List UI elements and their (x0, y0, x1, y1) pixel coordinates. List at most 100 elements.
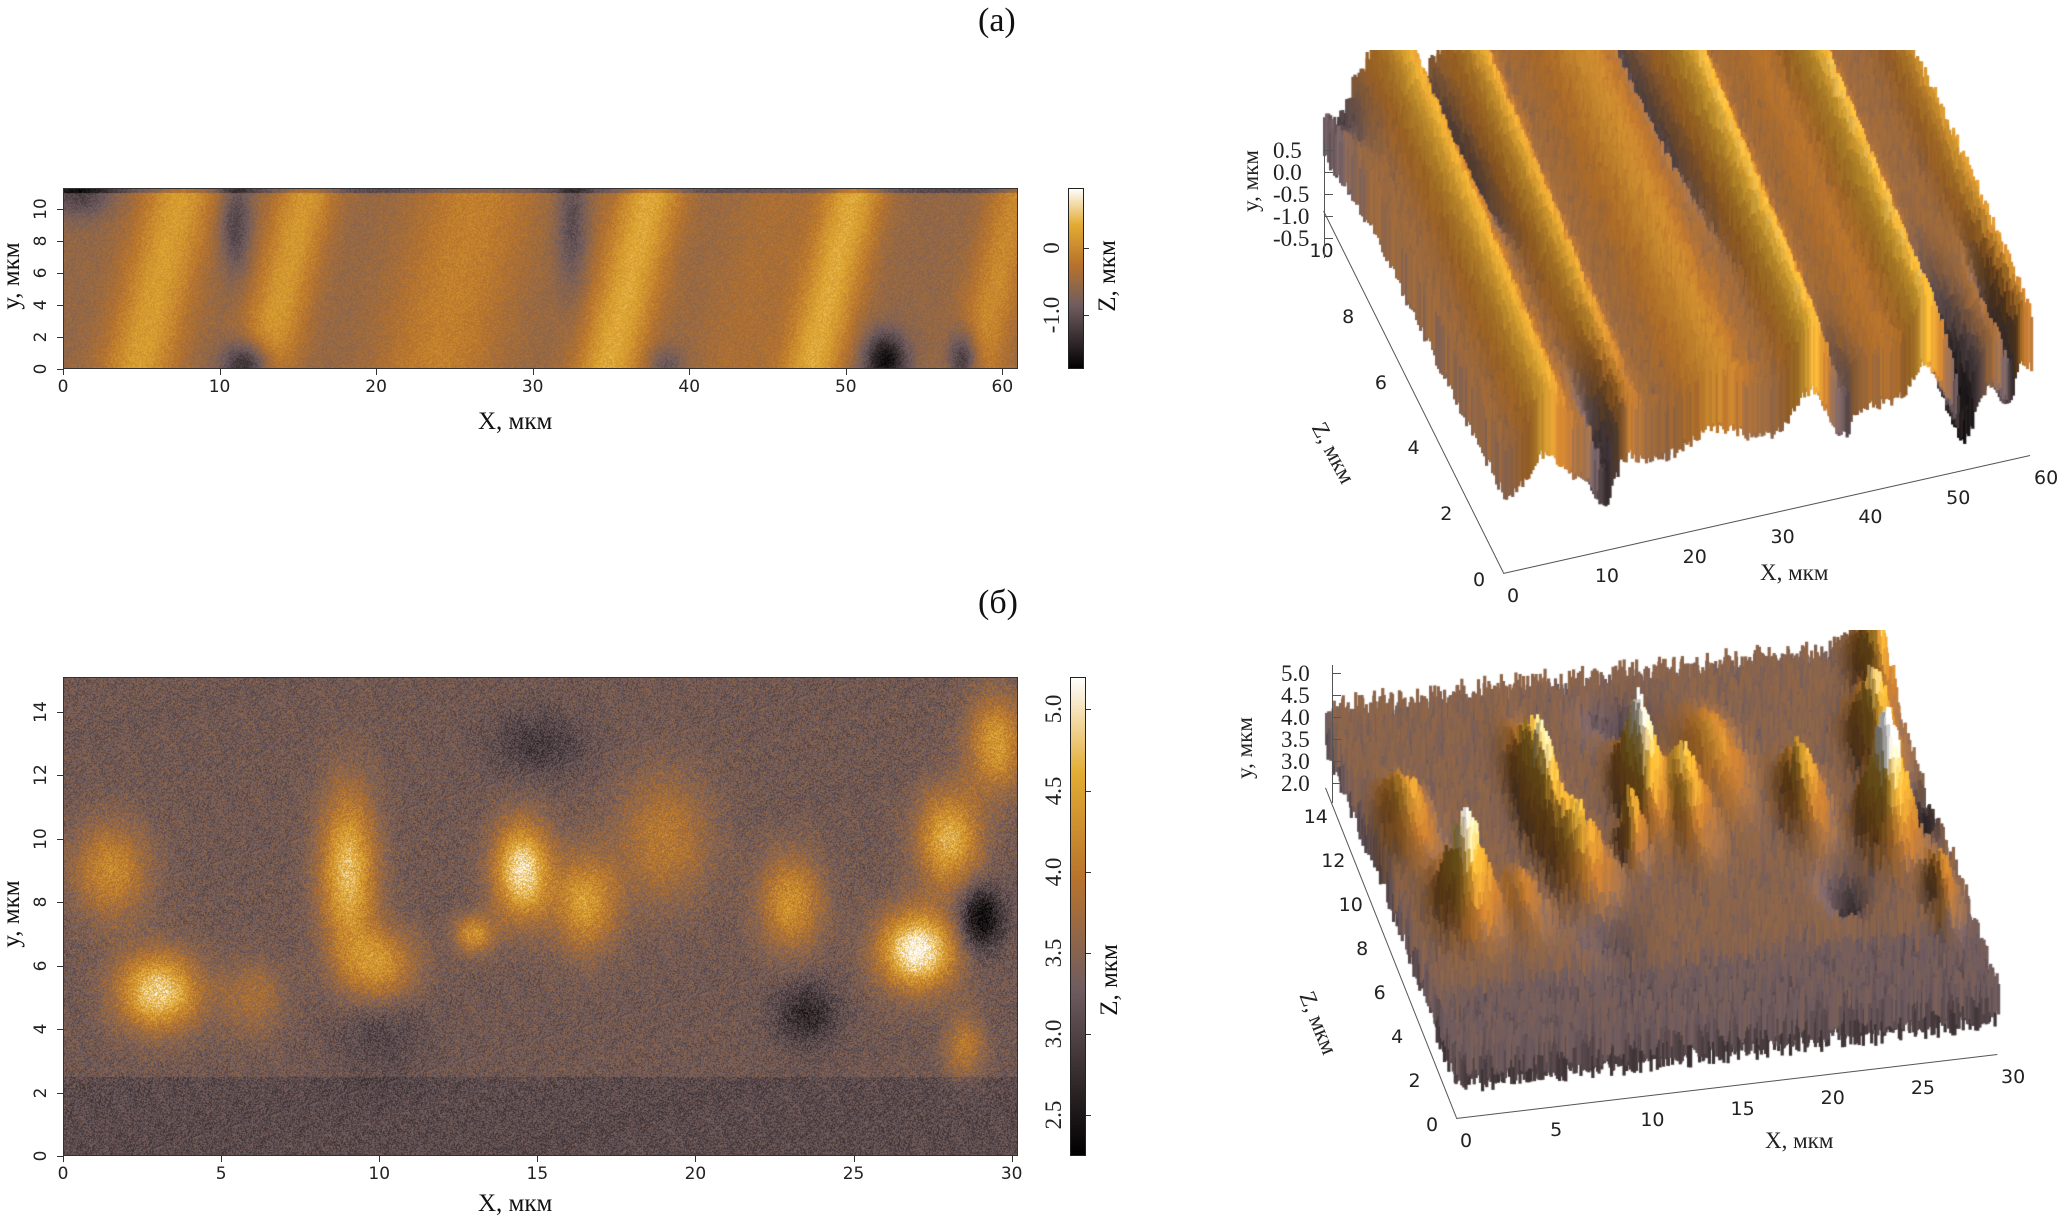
colorbar-b-label: Z, мкм (1096, 944, 1123, 1016)
surface-b-depth-tick-label: 2 (1408, 1070, 1421, 1092)
surface-b-depth-tick-label: 0 (1426, 1114, 1439, 1136)
surface-a-xtick-label: 10 (1594, 565, 1620, 588)
surface-b-depth-tick-label: 8 (1356, 938, 1369, 960)
heatmap-b-image (63, 677, 1018, 1156)
colorbar-a-tick-mark (1084, 248, 1089, 250)
surface-b-vtick-label: 4.5 (1281, 683, 1310, 708)
surface-a-xtick-label: 20 (1682, 545, 1707, 568)
heatmap-a-xtick-label: 0 (57, 377, 69, 397)
heatmap-a-xtick-mark (689, 369, 691, 375)
heatmap-a-ytick-mark (57, 208, 63, 210)
heatmap-b-ytick-mark (57, 775, 63, 777)
surface-b-depth-tick-label: 12 (1321, 850, 1346, 872)
surface-b-depth-tick-label: 6 (1373, 982, 1386, 1004)
heatmap-b-xtick-mark (63, 1156, 64, 1162)
heatmap-a-ytick-mark (57, 240, 63, 242)
surface-a-depth-tick-label: 8 (1342, 305, 1355, 328)
heatmap-a-ylabel: y, мкм (0, 242, 25, 310)
surface-a-vtick-mark (1325, 194, 1333, 195)
colorbar-a-label: Z, мкм (1094, 240, 1121, 312)
heatmap-b-ylabel: y, мкм (0, 880, 25, 948)
surface-a-xtick-label: 50 (1946, 486, 1971, 509)
heatmap-a-ytick-mark (57, 369, 63, 370)
surface-a-depth-tick-label: 4 (1407, 437, 1420, 460)
colorbar-b-tick-mark (1086, 1115, 1091, 1117)
heatmap-a-ytick-label: 0 (31, 363, 51, 375)
heatmap-b-ytick-label: 8 (31, 896, 51, 908)
heatmap-b-xtick-label: 0 (57, 1164, 69, 1184)
heatmap-b-ytick-mark (57, 902, 63, 904)
colorbar-b-tick-label: 3.0 (1041, 1019, 1066, 1049)
heatmap-b-ytick-label: 10 (31, 827, 51, 850)
surface-a-depth-tick-label: 10 (1309, 239, 1334, 262)
panel-label-b: (б) (978, 584, 1018, 621)
colorbar-b-tick-label: 4.0 (1041, 857, 1066, 887)
colorbar-b (1071, 677, 1085, 1156)
colorbar-a-tick-mark (1084, 315, 1089, 317)
heatmap-b-xtick-label: 25 (842, 1164, 865, 1184)
heatmap-b-ytick-mark (57, 711, 63, 713)
surface-b-xtick-label: 15 (1730, 1098, 1755, 1120)
heatmap-b-xtick-mark (1011, 1156, 1013, 1162)
heatmap-b-xlabel: X, мкм (478, 1190, 553, 1217)
colorbar-b-tick-mark (1086, 709, 1091, 711)
surface-a-xtick-label: 60 (2034, 467, 2059, 489)
surface-b-xtick-label: 20 (1820, 1087, 1845, 1110)
surface-b-vtick-mark (1333, 673, 1341, 674)
heatmap-b-ytick-label: 6 (31, 960, 51, 972)
surface-b-vtick-mark (1333, 739, 1341, 740)
heatmap-a-frame (63, 188, 1018, 369)
surface-b-vtick-mark (1333, 695, 1341, 696)
colorbar-a-frame (1068, 188, 1084, 369)
colorbar-b-tick-mark (1086, 1034, 1091, 1036)
colorbar-b-tick-mark (1086, 953, 1091, 955)
heatmap-a-xtick-label: 30 (521, 377, 544, 397)
surface-a-vtick-mark (1325, 150, 1333, 151)
heatmap-b-ytick-label: 12 (31, 764, 51, 787)
surface-a-xlabel: X, мкм (1760, 560, 1829, 585)
heatmap-b-ytick-mark (57, 965, 63, 967)
surface-a-vtick-mark (1325, 216, 1333, 217)
colorbar-b-tick-mark (1086, 871, 1091, 873)
surface-b-3d (1300, 630, 2060, 1190)
heatmap-a-xtick-mark (219, 369, 221, 375)
heatmap-a-xtick-label: 50 (834, 377, 857, 397)
surface-a-vlabel: y, мкм (1238, 150, 1263, 212)
heatmap-b-ytick-mark (57, 1092, 63, 1094)
heatmap-a-ytick-label: 8 (31, 235, 51, 247)
surface-a-depth-tick-label: 6 (1374, 371, 1387, 394)
surface-b-vtick-mark (1333, 717, 1341, 718)
surface-a-vtick-label: -0.5 (1273, 182, 1310, 207)
colorbar-a-tick-label: -1.0 (1039, 297, 1064, 334)
heatmap-b-xtick-label: 5 (215, 1164, 227, 1184)
surface-a-vtick-label: 0.5 (1273, 138, 1302, 163)
colorbar-b-tick-label: 3.5 (1041, 938, 1066, 968)
heatmap-a-ytick-label: 2 (31, 331, 51, 343)
surface-b-xtick-label: 0 (1460, 1130, 1473, 1152)
surface-a-depth-tick-label: 2 (1440, 503, 1453, 526)
surface-b-xtick-label: 5 (1550, 1119, 1563, 1142)
colorbar-a (1069, 188, 1083, 369)
surface-b-vtick-label: 2.0 (1281, 771, 1310, 796)
surface-b-xlabel: X, мкм (1765, 1128, 1834, 1153)
panel-label-a: (а) (978, 2, 1016, 39)
heatmap-a-xlabel: X, мкм (478, 408, 553, 435)
surface-a-depth-tick-label: 0 (1473, 569, 1486, 591)
surface-a-3d (1300, 50, 2060, 610)
heatmap-a-xtick-mark (1002, 369, 1004, 375)
heatmap-b-xtick-mark (537, 1156, 539, 1162)
heatmap-a-xtick-label: 40 (678, 377, 701, 397)
heatmap-a-ytick-label: 4 (31, 299, 51, 311)
colorbar-b-frame (1070, 677, 1086, 1156)
surface-b-vlabel: y, мкм (1232, 717, 1257, 779)
heatmap-a-xtick-label: 10 (208, 377, 231, 397)
surface-b-xtick-label: 10 (1640, 1108, 1665, 1131)
heatmap-a-ytick-mark (57, 336, 63, 338)
colorbar-b-tick-mark (1086, 790, 1091, 792)
surface-b-depth-tick-label: 14 (1303, 806, 1328, 828)
heatmap-a-xtick-label: 20 (365, 377, 387, 397)
surface-a-vtick-mark (1325, 172, 1333, 173)
surface-a-xtick-label: 0 (1507, 585, 1520, 607)
surface-b-vtick-label: 4.0 (1281, 705, 1310, 730)
surface-b-vtick-mark (1333, 783, 1341, 784)
